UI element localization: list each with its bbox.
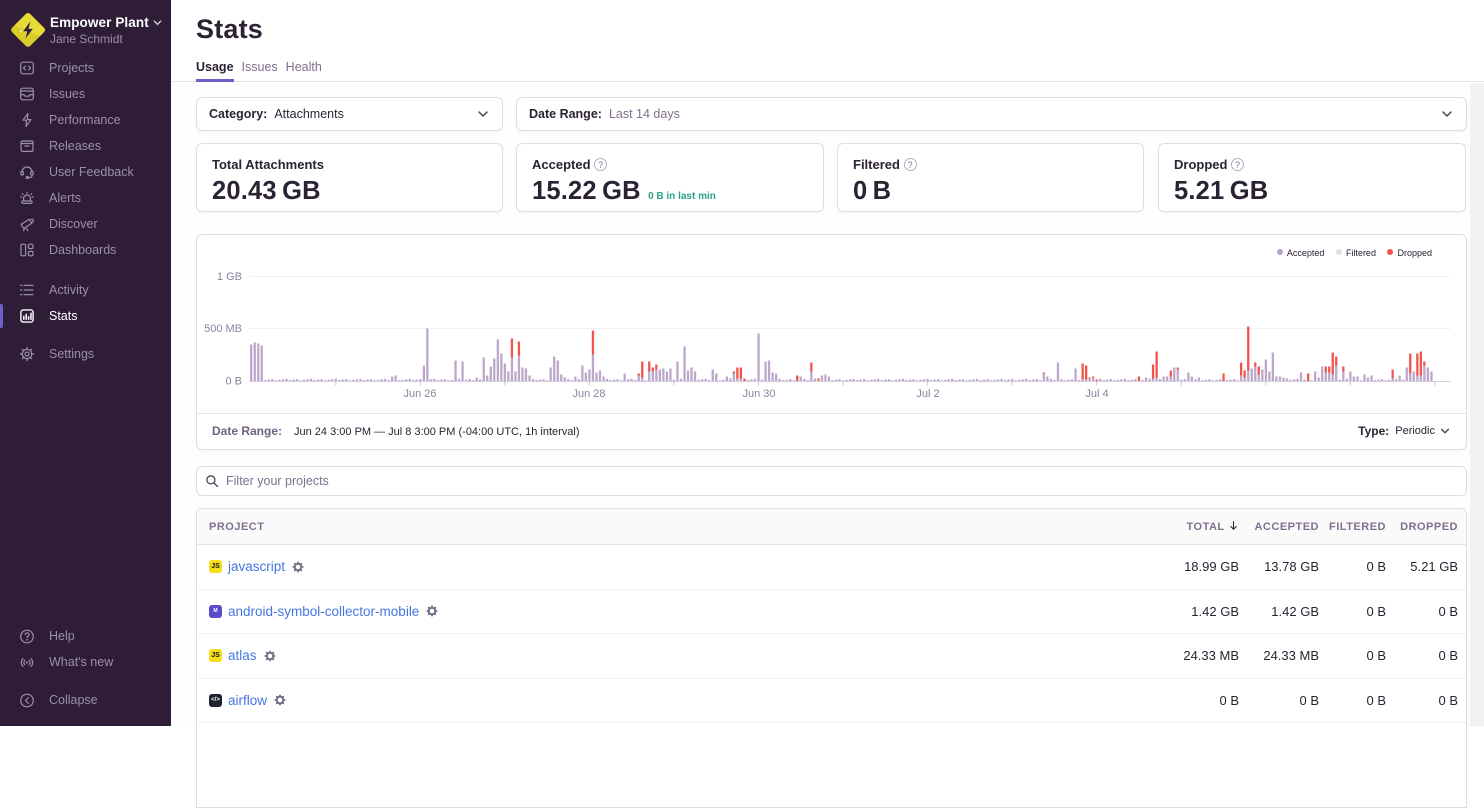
svg-text:Jul 2: Jul 2 xyxy=(916,388,939,400)
svg-text:0 B: 0 B xyxy=(225,375,242,387)
svg-text:Jun 26: Jun 26 xyxy=(403,388,436,400)
svg-text:500 MB: 500 MB xyxy=(204,323,242,335)
svg-text:1 GB: 1 GB xyxy=(217,271,242,283)
svg-text:Jun 30: Jun 30 xyxy=(742,388,775,400)
svg-text:Jun 28: Jun 28 xyxy=(572,388,605,400)
svg-text:Jul 4: Jul 4 xyxy=(1085,388,1108,400)
